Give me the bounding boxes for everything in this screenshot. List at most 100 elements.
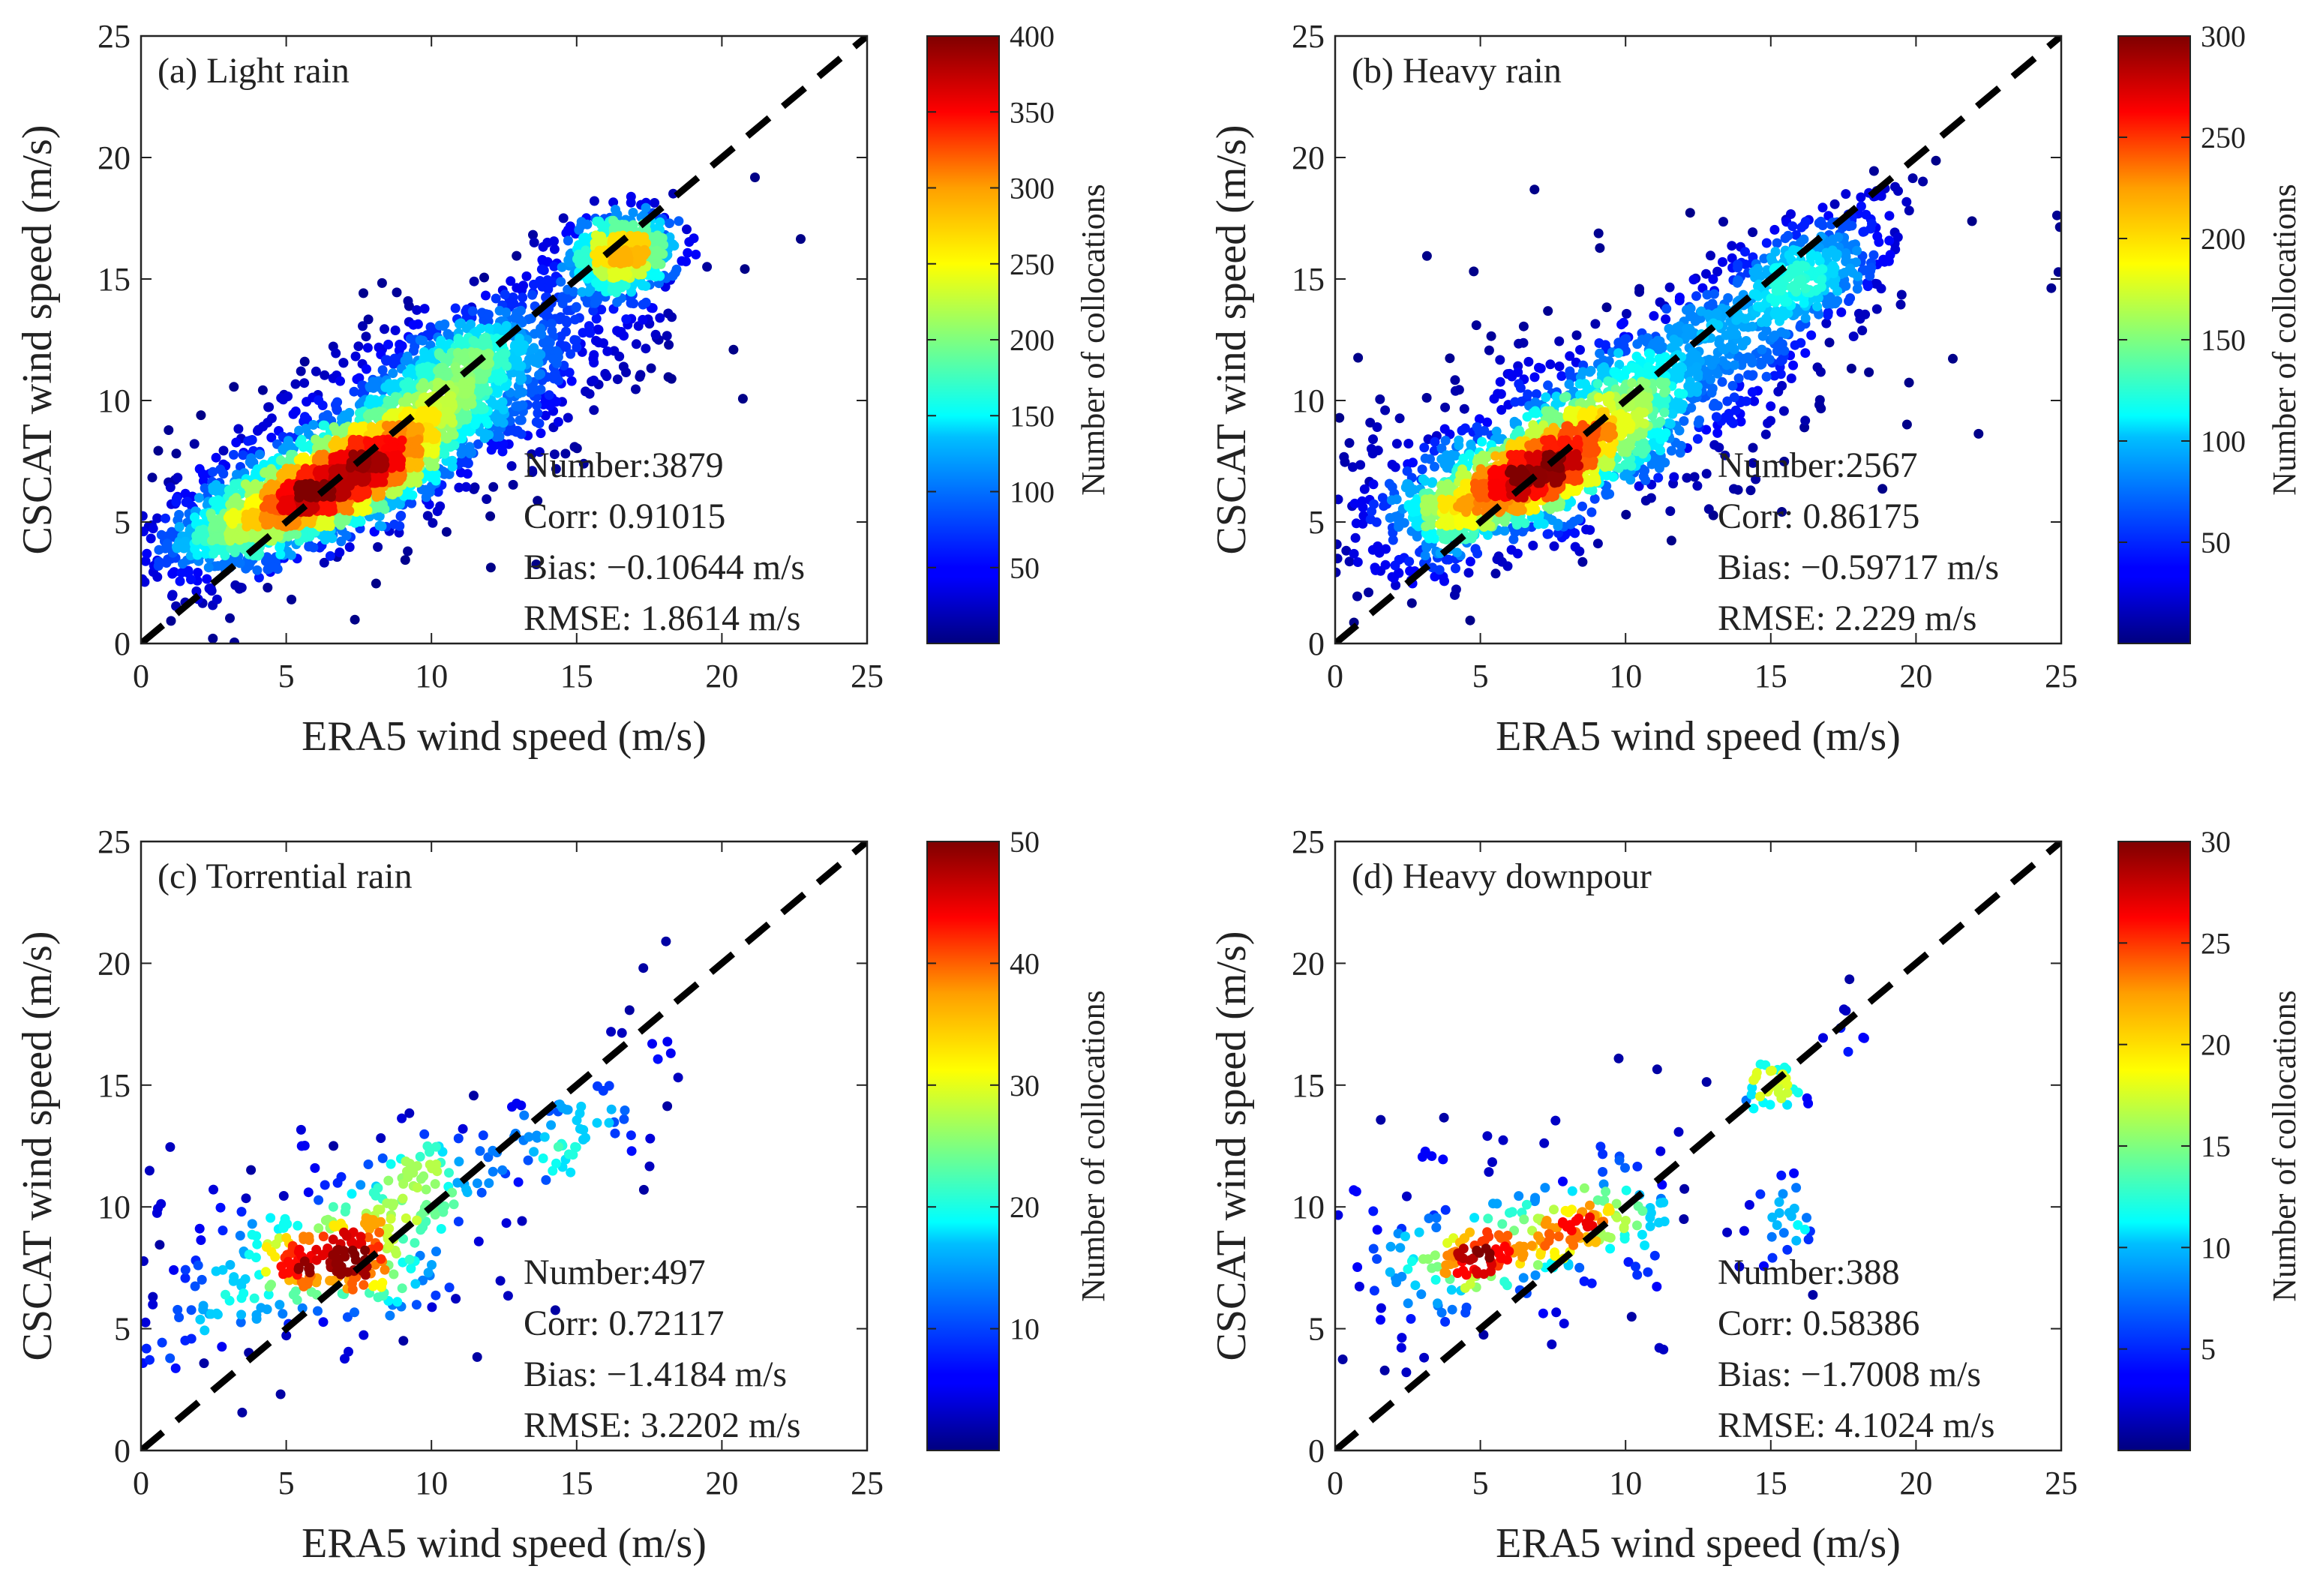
data-point xyxy=(1664,282,1675,292)
data-point xyxy=(1613,348,1624,358)
data-point xyxy=(1753,291,1763,302)
data-point xyxy=(332,397,343,407)
data-point xyxy=(373,542,383,552)
data-point xyxy=(1836,307,1847,317)
data-point xyxy=(1745,485,1756,496)
data-point xyxy=(305,540,314,550)
data-point xyxy=(1841,251,1851,262)
data-point xyxy=(571,302,581,312)
data-point xyxy=(1696,306,1706,316)
data-point xyxy=(1841,189,1851,200)
data-point xyxy=(178,559,188,569)
data-point xyxy=(153,446,164,456)
data-point xyxy=(656,259,666,269)
data-point xyxy=(173,472,183,483)
data-point xyxy=(683,248,693,258)
data-point xyxy=(1780,233,1790,244)
data-point xyxy=(1380,405,1391,416)
data-point xyxy=(1665,506,1676,516)
data-point xyxy=(1707,298,1718,309)
data-point xyxy=(1718,256,1727,267)
data-point xyxy=(627,236,638,246)
data-point xyxy=(443,356,454,367)
data-point xyxy=(591,278,602,288)
data-point xyxy=(1654,455,1664,466)
data-point xyxy=(485,562,496,573)
data-point xyxy=(1761,238,1772,248)
data-point xyxy=(1733,262,1743,273)
data-point xyxy=(616,326,626,337)
data-point xyxy=(1564,379,1574,389)
data-point xyxy=(422,470,433,480)
data-point xyxy=(1864,367,1874,377)
y-tick-label: 10 xyxy=(98,382,131,419)
data-point xyxy=(494,305,505,316)
data-point xyxy=(546,319,557,329)
data-point xyxy=(1856,192,1866,202)
data-point xyxy=(218,446,229,456)
data-point xyxy=(1667,446,1676,456)
colorbar-tick-label: 100 xyxy=(1010,476,1055,509)
data-point xyxy=(254,424,264,435)
data-point xyxy=(502,361,512,371)
data-point xyxy=(1710,355,1721,365)
data-point xyxy=(1440,402,1451,412)
data-point xyxy=(191,535,202,545)
data-point xyxy=(175,576,185,586)
data-point xyxy=(1634,284,1645,294)
data-point xyxy=(358,490,368,500)
data-point xyxy=(1374,548,1385,558)
data-point xyxy=(493,431,503,442)
data-point xyxy=(570,314,581,325)
data-point xyxy=(232,478,242,489)
data-point xyxy=(576,220,587,231)
data-point xyxy=(1692,434,1703,444)
data-point xyxy=(147,472,158,483)
data-point xyxy=(527,290,538,300)
data-point xyxy=(612,283,623,293)
data-point xyxy=(406,474,416,484)
data-point xyxy=(1595,243,1605,254)
data-point xyxy=(1706,250,1715,261)
data-point xyxy=(1565,366,1575,376)
data-point xyxy=(470,417,481,428)
data-point xyxy=(536,428,546,439)
data-point xyxy=(207,513,218,524)
data-point xyxy=(266,464,276,474)
data-point xyxy=(501,321,512,331)
data-point xyxy=(171,448,182,459)
data-point xyxy=(1351,518,1361,529)
data-point xyxy=(513,401,524,412)
data-point xyxy=(1529,372,1540,382)
data-point xyxy=(1688,274,1699,285)
data-point xyxy=(240,532,251,543)
data-point xyxy=(569,286,579,297)
data-point xyxy=(737,394,748,404)
data-point xyxy=(1545,359,1556,370)
data-point xyxy=(325,550,335,561)
data-point xyxy=(296,434,307,445)
data-point xyxy=(1344,438,1355,448)
data-point xyxy=(383,339,394,350)
data-point xyxy=(1368,479,1379,490)
data-point xyxy=(1729,484,1739,494)
data-point xyxy=(238,450,248,460)
data-point xyxy=(380,324,389,334)
data-point xyxy=(677,256,687,266)
data-point xyxy=(276,393,287,404)
data-point xyxy=(1733,373,1744,383)
data-point xyxy=(1736,312,1746,322)
data-point xyxy=(1445,353,1455,364)
data-point xyxy=(534,447,545,458)
data-point xyxy=(1814,218,1824,228)
data-point xyxy=(1766,253,1776,263)
data-point xyxy=(1775,356,1786,366)
data-point xyxy=(1335,554,1343,564)
data-point xyxy=(467,306,478,316)
x-tick-label: 0 xyxy=(133,658,149,694)
data-point xyxy=(670,268,680,278)
data-point xyxy=(1772,238,1782,248)
data-point xyxy=(174,522,185,532)
data-point xyxy=(509,298,519,309)
data-point xyxy=(569,442,580,452)
